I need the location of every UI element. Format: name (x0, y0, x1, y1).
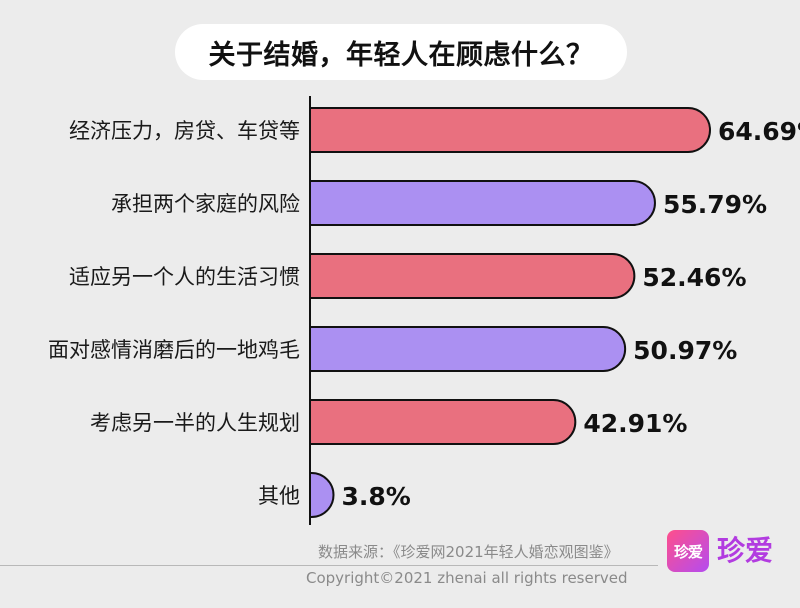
value-label-4: 42.91% (583, 409, 687, 438)
category-label-5: 其他 (258, 484, 300, 508)
value-label-3: 50.97% (633, 336, 737, 365)
category-label-0: 经济压力，房贷、车贷等 (69, 119, 300, 143)
value-label-1: 55.79% (663, 190, 767, 219)
value-label-0: 64.69% (718, 117, 800, 146)
value-label-2: 52.46% (642, 263, 746, 292)
category-label-3: 面对感情消磨后的一地鸡毛 (48, 338, 300, 362)
bar-0 (309, 107, 711, 153)
category-label-4: 考虑另一半的人生规划 (90, 411, 300, 435)
data-source-note: 数据来源：《珍爱网2021年轻人婚恋观图鉴》 (318, 543, 619, 561)
zhenai-logo-text: 珍爱 (717, 534, 774, 567)
bar-1 (309, 180, 656, 226)
value-label-5: 3.8% (341, 482, 410, 511)
bar-3 (309, 326, 627, 372)
footer-divider (0, 565, 658, 566)
category-label-1: 承担两个家庭的风险 (111, 192, 300, 216)
bar-5 (309, 472, 335, 518)
copyright-text: Copyright©2021 zhenai all rights reserve… (306, 569, 628, 587)
bar-2 (309, 253, 636, 299)
zhenai-logo-icon: 珍爱 (667, 530, 709, 572)
chart-title: 关于结婚，年轻人在顾虑什么？ (175, 24, 627, 80)
bar-4 (309, 399, 577, 445)
category-label-2: 适应另一个人的生活习惯 (69, 265, 300, 289)
